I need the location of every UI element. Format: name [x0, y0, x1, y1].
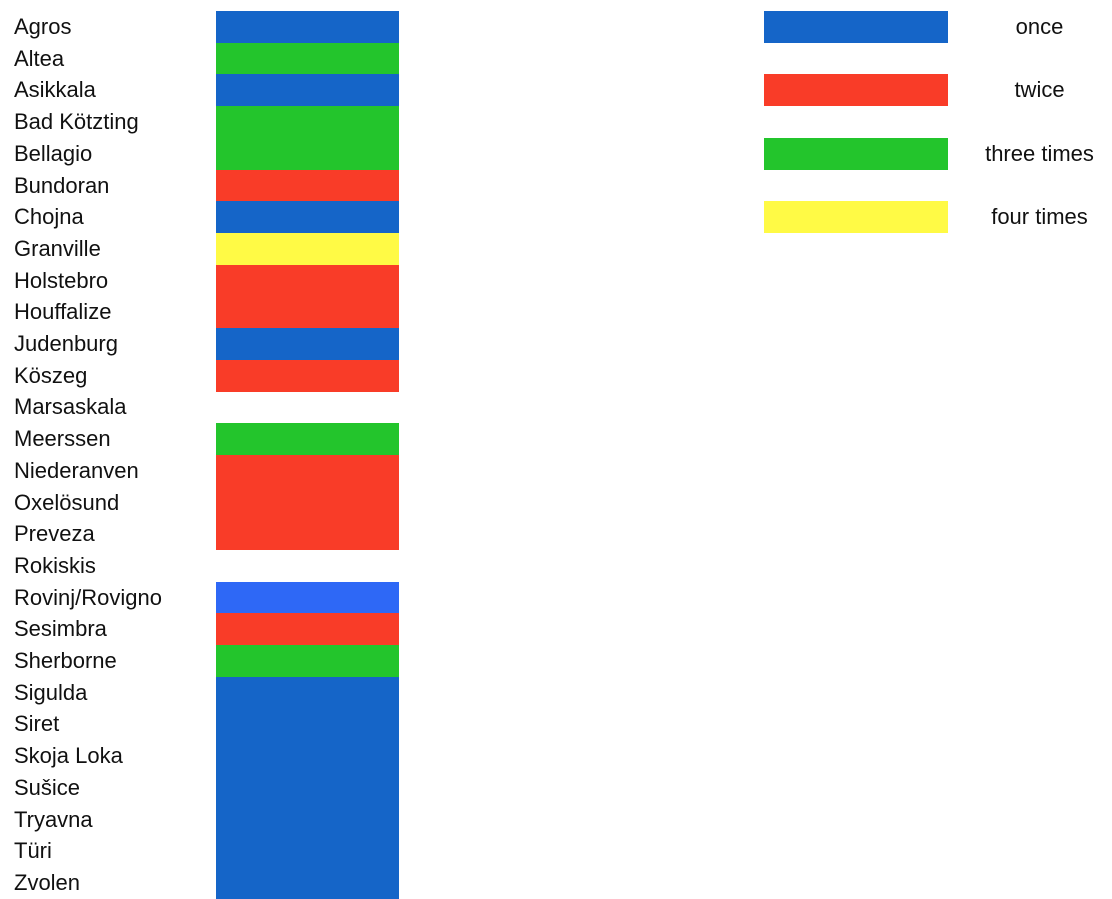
legend-label: once [1015, 14, 1064, 39]
color-cell [216, 771, 399, 805]
color-cell [216, 866, 399, 899]
row-label: Altea [14, 45, 65, 71]
color-cell [216, 454, 399, 488]
row-label: Oxelösund [14, 489, 120, 515]
row-label: Bad Kötzting [14, 109, 139, 135]
row-label: Meerssen [14, 426, 111, 452]
legend-label: twice [1014, 77, 1065, 103]
row-label: Skoja Loka [14, 743, 123, 769]
color-cell [216, 359, 399, 392]
color-cell [216, 835, 399, 868]
row-label: Marsaskala [14, 394, 127, 420]
color-cell [216, 613, 399, 646]
color-cell [216, 169, 399, 202]
color-cell [216, 42, 399, 75]
color-cell [216, 803, 399, 836]
row-label: Judenburg [14, 331, 118, 356]
row-label: Zvolen [14, 869, 81, 895]
row-label: Rokiskis [14, 552, 96, 578]
color-cell [216, 328, 399, 361]
color-cell [216, 232, 399, 266]
color-cell [216, 676, 399, 709]
row-label: Bundoran [14, 172, 110, 198]
row-label: Bellagio [14, 140, 93, 166]
row-label: Sherborne [14, 648, 117, 673]
row-label: Holstebro [14, 267, 109, 293]
row-label: Niederanven [14, 457, 139, 483]
row-label: Granville [14, 235, 101, 261]
row-label: Asikkala [14, 77, 96, 103]
row-label: Sesimbra [14, 616, 107, 642]
row-label: Sušice [14, 774, 81, 800]
row-label: Rovinj/Rovigno [14, 584, 162, 610]
row-label: Chojna [14, 204, 84, 230]
color-cell [216, 264, 399, 297]
legend-swatch [764, 11, 948, 43]
row-label: Agros [14, 14, 72, 39]
color-cell [216, 645, 399, 678]
legend-swatch [764, 200, 948, 233]
row-label: Houffalize [14, 299, 112, 325]
color-cell [216, 581, 399, 614]
color-cell [216, 201, 399, 234]
legend-label: three times [985, 140, 1094, 166]
row-label: Tryavna [14, 806, 93, 832]
color-cell [216, 106, 399, 139]
color-cell [216, 296, 399, 329]
color-cell [216, 74, 399, 107]
color-cell [216, 708, 399, 741]
row-label: Türi [14, 838, 52, 864]
color-cell [216, 423, 399, 456]
color-cell [216, 137, 399, 171]
legend-label: four times [991, 203, 1088, 229]
row-label: Köszeg [14, 362, 88, 388]
color-cell [216, 11, 399, 44]
legend-swatch [764, 74, 948, 107]
row-label: Siret [14, 711, 60, 737]
row-label: Preveza [14, 521, 95, 547]
color-cell [216, 518, 399, 551]
legend-swatch [764, 137, 948, 170]
color-cell [216, 486, 399, 519]
color-cell [216, 740, 399, 773]
row-label: Sigulda [14, 679, 88, 705]
